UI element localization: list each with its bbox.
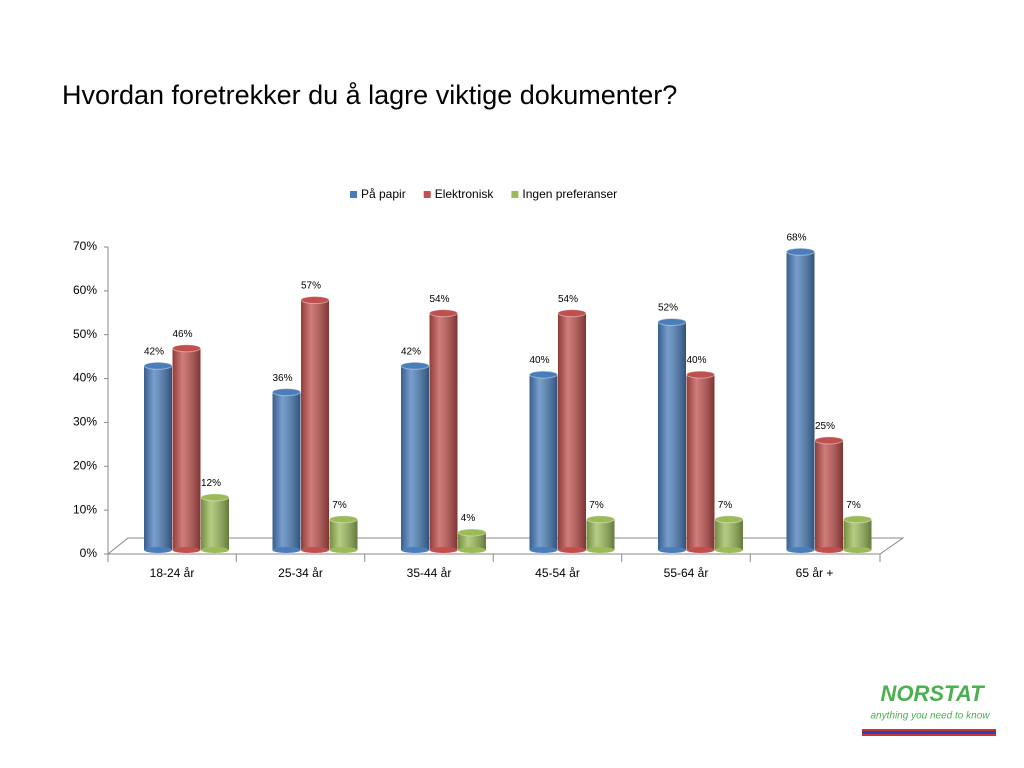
value-label: 46% <box>172 329 192 340</box>
bar-shade <box>401 365 429 550</box>
x-tick-label: 45-54 år <box>535 566 580 580</box>
value-label: 7% <box>589 500 604 511</box>
bar-base <box>144 547 172 553</box>
bar-base <box>715 547 743 553</box>
bar-shade <box>715 519 743 550</box>
x-tick-label: 18-24 år <box>150 566 195 580</box>
bar-cap <box>329 515 358 524</box>
bar-base <box>815 547 843 553</box>
bar-shade <box>786 251 815 550</box>
bar-cap <box>429 309 458 318</box>
logo-name: NORSTAT <box>880 681 985 706</box>
bar-shade <box>558 313 586 550</box>
bar-base <box>301 547 329 553</box>
y-tick-label: 60% <box>73 283 97 297</box>
x-tick-label: 55-64 år <box>664 566 709 580</box>
y-tick-label: 30% <box>73 415 97 429</box>
y-tick-label: 0% <box>80 546 98 560</box>
y-tick-label: 40% <box>73 371 97 385</box>
bar-shade <box>172 348 201 550</box>
y-tick-label: 10% <box>73 502 97 516</box>
bar-base <box>329 547 358 553</box>
value-label: 7% <box>718 500 733 511</box>
value-label: 42% <box>144 346 164 357</box>
bar-shade <box>658 321 686 550</box>
bar-cap <box>457 528 487 537</box>
bar-cap <box>172 344 201 353</box>
legend-label: På papir <box>361 187 406 201</box>
bar-cap <box>843 515 872 524</box>
logo-flags <box>862 729 996 736</box>
bar-cap <box>686 370 715 379</box>
bar-base <box>529 547 558 553</box>
bar-base <box>658 547 686 553</box>
bar-base <box>458 547 486 553</box>
value-label: 40% <box>529 355 549 366</box>
bar-base <box>686 547 715 553</box>
value-label: 7% <box>332 500 347 511</box>
bar-shade <box>529 374 558 550</box>
bar-cap <box>143 361 173 370</box>
value-label: 52% <box>658 303 678 314</box>
bar-shade <box>329 519 358 550</box>
value-label: 54% <box>558 294 578 305</box>
bar-shade <box>429 313 458 550</box>
bar-shade <box>458 532 486 550</box>
bar-base <box>201 547 229 553</box>
value-label: 12% <box>201 478 221 489</box>
bar-shade <box>144 365 172 550</box>
value-label: 25% <box>815 421 835 432</box>
bar-cap <box>529 370 558 379</box>
value-label: 7% <box>846 500 861 511</box>
bar-shade <box>272 392 301 550</box>
bar-cap <box>586 515 615 524</box>
bar-base <box>172 547 201 553</box>
value-label: 54% <box>429 294 449 305</box>
y-tick-label: 20% <box>73 458 97 472</box>
bar-base <box>401 547 429 553</box>
floor <box>106 537 905 555</box>
chart-title: Hvordan foretrekker du å lagre viktige d… <box>62 80 677 110</box>
logo-tagline: anything you need to know <box>871 711 991 722</box>
bar-cap <box>657 317 687 326</box>
value-label: 40% <box>686 355 706 366</box>
bar-cap <box>557 309 587 318</box>
bar-cap <box>300 296 330 305</box>
y-tick-label: 50% <box>73 327 97 341</box>
legend-label: Ingen preferanser <box>522 187 617 201</box>
value-label: 4% <box>461 513 476 524</box>
x-tick-label: 25-34 år <box>278 566 323 580</box>
bar-shade <box>686 374 715 550</box>
x-tick-label: 35-44 år <box>407 566 452 580</box>
bar-shade <box>815 440 843 550</box>
bar-cap <box>786 247 815 256</box>
bar-shade <box>586 519 615 550</box>
bar-base <box>272 547 301 553</box>
bar-base <box>429 547 458 553</box>
legend-swatch <box>423 191 431 198</box>
value-label: 57% <box>301 281 321 292</box>
bar-cap <box>272 388 301 397</box>
value-label: 36% <box>272 373 292 384</box>
bar-cap <box>200 493 230 502</box>
x-tick-label: 65 år + <box>796 566 834 580</box>
bar-base <box>586 547 615 553</box>
bar-cap <box>714 515 744 524</box>
bar-shade <box>201 497 229 550</box>
bar-cap <box>814 436 844 445</box>
bar-base <box>558 547 586 553</box>
value-label: 42% <box>401 346 421 357</box>
bar-base <box>843 547 872 553</box>
bar-cap <box>400 361 430 370</box>
legend-swatch <box>511 191 519 198</box>
legend-label: Elektronisk <box>435 187 495 201</box>
y-tick-label: 70% <box>73 239 97 253</box>
bar-shade <box>301 300 329 550</box>
bar-base <box>786 547 815 553</box>
value-label: 68% <box>786 232 806 243</box>
legend-swatch <box>350 191 357 198</box>
bar-shade <box>843 519 872 550</box>
